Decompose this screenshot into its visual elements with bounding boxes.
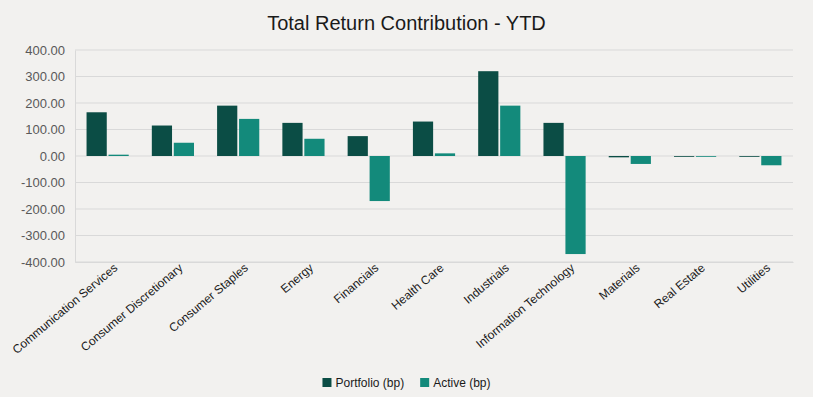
plot: -400.00 -300.00 -200.00 -100.00 0.00 100.00 20… (10, 43, 794, 357)
bar (304, 139, 324, 156)
bar (282, 123, 302, 156)
grid-line (75, 262, 793, 263)
bar (435, 153, 455, 156)
y-tick: -100.00 (21, 175, 75, 190)
x-axis: Communication ServicesConsumer Discretio… (10, 261, 794, 357)
chart-title: Total Return Contribution - YTD (267, 12, 546, 34)
bar (370, 156, 390, 201)
y-tick-label: 200.00 (25, 96, 65, 111)
y-tick-label: -100.00 (21, 175, 65, 190)
bar-series (109, 106, 782, 254)
y-tick-label: -400.00 (21, 255, 65, 270)
y-tick-label: 400.00 (25, 43, 65, 58)
bar (217, 106, 237, 156)
y-tick: -200.00 (21, 202, 75, 217)
grid-line (75, 129, 793, 130)
bar (174, 143, 194, 156)
y-tick-label: 100.00 (25, 122, 65, 137)
grid-line (75, 103, 793, 104)
bar (609, 156, 629, 157)
x-tick-label: Consumer Discretionary (78, 261, 186, 354)
legend-label: Active (bp) (433, 376, 490, 390)
x-tick-label: Information Technology (473, 261, 577, 351)
bar (674, 156, 694, 158)
grid-line (75, 182, 793, 183)
bar (565, 156, 585, 254)
y-tick-label: 0.00 (40, 149, 65, 164)
bar (413, 122, 433, 156)
grid-line (75, 209, 793, 210)
grid-line (75, 76, 793, 77)
bar (631, 156, 651, 164)
x-tick-label: Consumer Staples (166, 261, 251, 335)
legend-swatch (420, 378, 429, 387)
bars (87, 71, 782, 254)
legend: Portfolio (bp) Active (bp) (322, 376, 490, 390)
x-tick: Energy (278, 261, 316, 296)
grid-line (75, 235, 793, 236)
legend-label: Portfolio (bp) (335, 376, 404, 390)
bar (152, 126, 172, 156)
bar (478, 71, 498, 156)
legend-item: Portfolio (bp) (322, 376, 404, 390)
bar (239, 119, 259, 156)
x-tick: Real Estate (651, 261, 708, 312)
y-axis: -400.00 -300.00 -200.00 -100.00 0.00 100.00 20… (21, 43, 76, 270)
bar (500, 106, 520, 156)
x-tick-label: Utilities (734, 261, 773, 297)
bar (543, 123, 563, 156)
x-tick-label: Financials (331, 261, 381, 306)
x-tick: Communication Services (10, 261, 121, 357)
x-tick-label: Communication Services (10, 261, 121, 357)
x-tick-label: Health Care (389, 261, 447, 313)
x-tick: Utilities (734, 261, 773, 297)
x-tick-label: Real Estate (651, 261, 708, 312)
bar (87, 112, 107, 156)
x-tick-label: Industrials (461, 261, 512, 307)
y-tick-label: 300.00 (25, 69, 65, 84)
y-tick-label: -200.00 (21, 202, 65, 217)
y-tick: -300.00 (21, 228, 75, 243)
x-tick: Financials (331, 261, 381, 306)
bar (761, 156, 781, 165)
y-tick: -400.00 (21, 255, 75, 270)
chart: Total Return Contribution - YTD -400.00 -3… (0, 0, 813, 397)
y-axis-line (75, 51, 76, 263)
legend-item: Active (bp) (420, 376, 490, 390)
bar (696, 156, 716, 158)
x-tick: Industrials (461, 261, 512, 307)
legend-swatch (322, 378, 331, 387)
grid-line (75, 50, 793, 51)
x-tick: Consumer Staples (166, 261, 251, 335)
x-tick: Health Care (389, 261, 447, 313)
y-tick: 400.00 (25, 43, 75, 58)
x-tick-label: Energy (278, 261, 316, 296)
grid (75, 50, 793, 262)
bar-series (87, 71, 760, 157)
bar (109, 155, 129, 156)
bar (739, 156, 759, 158)
bar (348, 136, 368, 156)
x-tick-label: Materials (596, 261, 642, 303)
x-tick: Information Technology (473, 261, 577, 351)
x-tick: Consumer Discretionary (78, 261, 186, 354)
y-tick: 100.00 (25, 122, 75, 137)
x-tick: Materials (596, 261, 642, 303)
y-tick: 0.00 (40, 149, 75, 164)
y-tick: 300.00 (25, 69, 75, 84)
y-tick-label: -300.00 (21, 228, 65, 243)
y-tick: 200.00 (25, 96, 75, 111)
